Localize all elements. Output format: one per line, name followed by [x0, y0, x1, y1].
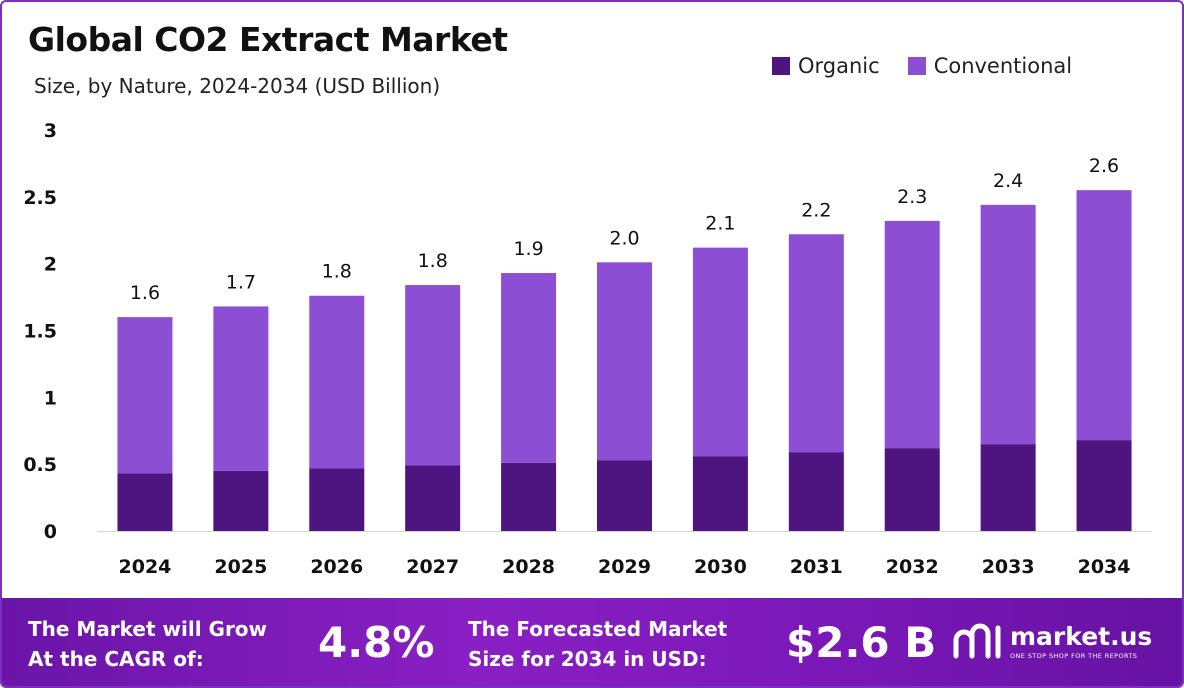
legend-label-organic: Organic — [798, 54, 880, 78]
bar-organic-2030 — [692, 456, 748, 531]
y-tick-label: 3 — [44, 120, 57, 142]
cagr-label: The Market will Grow At the CAGR of: — [28, 614, 267, 674]
bar-organic-2026 — [309, 468, 365, 531]
bar-organic-2029 — [597, 460, 652, 531]
forecast-label-line2: Size for 2034 in USD: — [468, 647, 707, 671]
forecast-value: $2.6 B — [786, 618, 937, 667]
legend-label-conventional: Conventional — [933, 54, 1073, 78]
legend: Organic Conventional — [772, 54, 1100, 78]
x-tick-label: 2032 — [886, 556, 939, 578]
y-tick-label: 0.5 — [23, 454, 57, 476]
y-tick-label: 2 — [44, 254, 57, 276]
data-label-total: 2.2 — [801, 199, 831, 221]
chart-subtitle: Size, by Nature, 2024-2034 (USD Billion) — [34, 74, 441, 98]
bar-organic-2031 — [788, 452, 844, 531]
data-label-total: 2.1 — [705, 213, 735, 235]
y-tick-label: 2.5 — [23, 187, 57, 209]
data-label-total: 2.0 — [609, 227, 639, 249]
x-tick-label: 2028 — [502, 556, 555, 578]
bar-organic-2032 — [884, 448, 940, 531]
bar-conventional-2027 — [405, 285, 461, 466]
legend-item-conventional: Conventional — [907, 54, 1073, 78]
legend-swatch-organic — [772, 57, 790, 75]
legend-item-organic: Organic — [772, 54, 880, 78]
x-tick-label: 2024 — [119, 556, 172, 578]
data-label-total: 1.8 — [322, 261, 352, 283]
market-us-logo-icon — [953, 623, 1001, 659]
bar-organic-2033 — [980, 444, 1036, 531]
bar-conventional-2031 — [788, 234, 844, 453]
x-tick-label: 2026 — [310, 556, 363, 578]
x-tick-label: 2027 — [406, 556, 459, 578]
bar-conventional-2030 — [692, 247, 748, 457]
bar-conventional-2026 — [309, 295, 365, 469]
bar-organic-2027 — [405, 465, 461, 531]
x-tick-label: 2031 — [790, 556, 843, 578]
data-label-total: 1.9 — [513, 238, 543, 260]
x-tick-label: 2030 — [694, 556, 747, 578]
cagr-value: 4.8% — [318, 618, 435, 667]
y-tick-label: 1 — [44, 387, 57, 409]
data-label-total: 1.8 — [418, 250, 448, 272]
bar-conventional-2025 — [213, 306, 269, 471]
market-us-logo: market.us ONE STOP SHOP FOR THE REPORTS — [952, 620, 1152, 664]
bar-organic-2034 — [1076, 440, 1132, 531]
forecast-label: The Forecasted Market Size for 2034 in U… — [468, 614, 727, 674]
footer-banner: The Market will Grow At the CAGR of: 4.8… — [2, 598, 1182, 686]
cagr-label-line2: At the CAGR of: — [28, 647, 204, 671]
bar-conventional-2032 — [884, 220, 940, 449]
bar-conventional-2029 — [597, 262, 652, 461]
data-label-total: 2.4 — [993, 170, 1023, 192]
legend-swatch-conventional — [907, 57, 926, 75]
bar-conventional-2024 — [117, 317, 173, 474]
data-label-total: 1.6 — [130, 282, 160, 304]
bar-organic-2024 — [117, 473, 173, 531]
bar-organic-2025 — [213, 470, 269, 531]
x-tick-label: 2034 — [1078, 556, 1131, 578]
data-label-total: 2.3 — [897, 186, 927, 208]
data-label-total: 1.7 — [226, 271, 256, 293]
bar-organic-2028 — [501, 462, 557, 531]
bar-conventional-2034 — [1076, 190, 1132, 441]
cagr-label-line1: The Market will Grow — [28, 617, 268, 641]
logo-tagline: ONE STOP SHOP FOR THE REPORTS — [1010, 652, 1138, 660]
data-label-total: 2.6 — [1089, 155, 1119, 177]
x-tick-label: 2025 — [214, 556, 267, 578]
bar-conventional-2033 — [980, 204, 1036, 445]
logo-name: market.us — [1010, 622, 1153, 651]
bar-conventional-2028 — [501, 273, 557, 463]
x-tick-label: 2033 — [982, 556, 1035, 578]
forecast-label-line1: The Forecasted Market — [468, 617, 728, 641]
x-tick-label: 2029 — [598, 556, 651, 578]
bar-chart: 0 0.5 1 1.5 2 2.5 3 1.6 2024 1.7 2025 1.8 2026 1.8 202… — [23, 120, 1152, 578]
y-tick-label: 0 — [44, 521, 57, 543]
chart-title: Global CO2 Extract Market — [28, 20, 508, 59]
y-tick-label: 1.5 — [23, 321, 57, 343]
